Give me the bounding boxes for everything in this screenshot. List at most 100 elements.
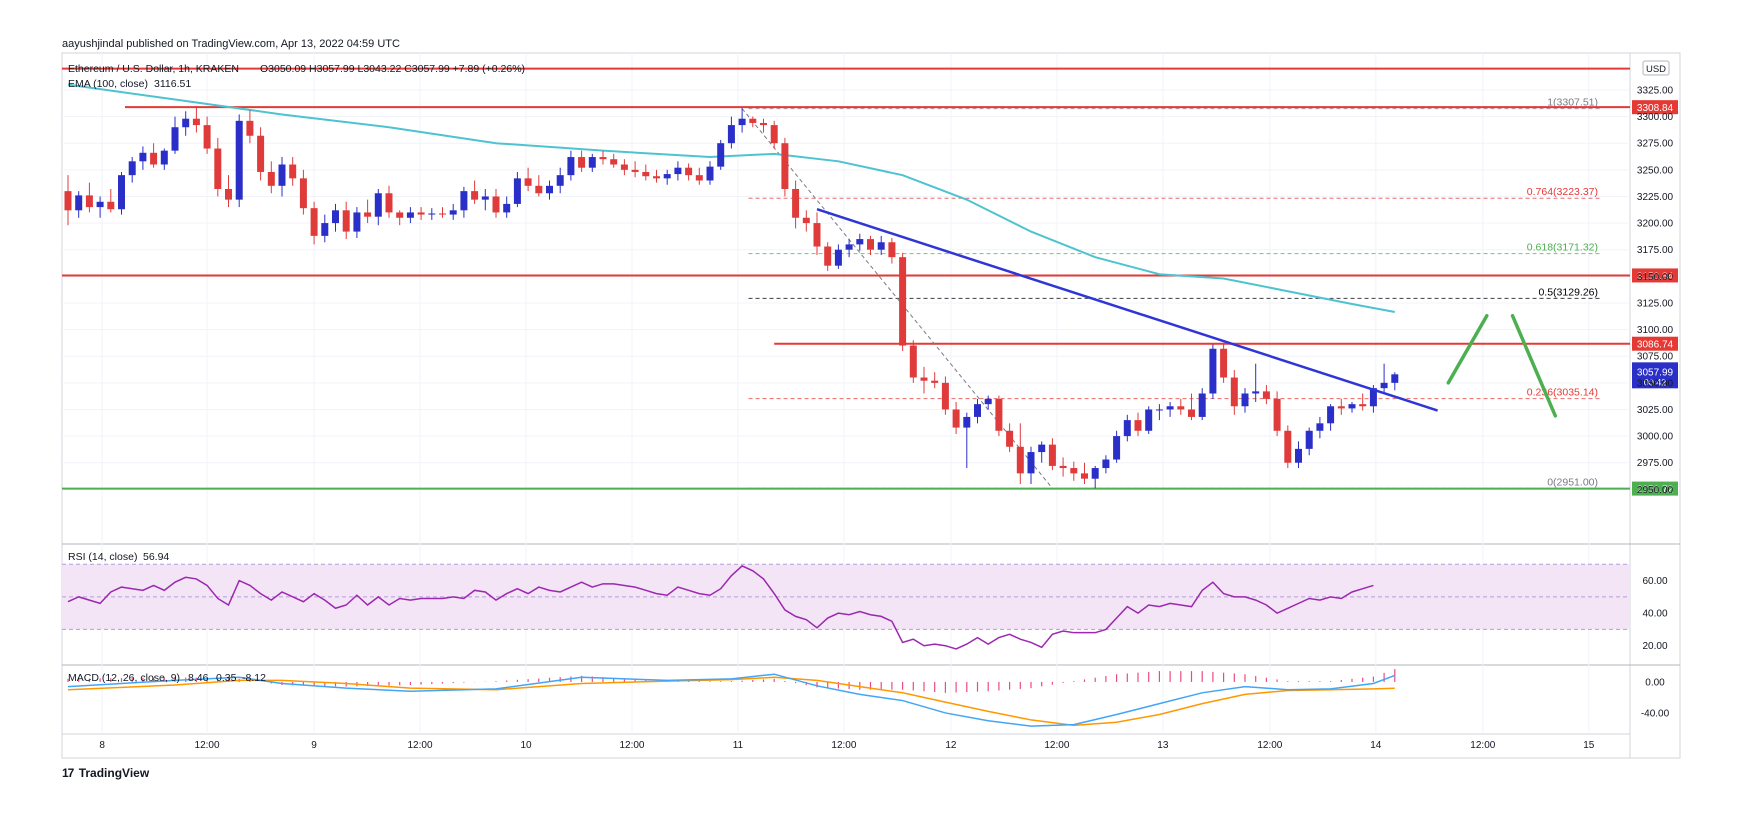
time-tick-label: 12:00 — [1044, 740, 1069, 751]
tradingview-logo[interactable]: 17 TradingView — [62, 766, 149, 780]
candle-body — [674, 167, 682, 175]
candle-body — [685, 167, 693, 176]
candle-body — [182, 118, 190, 128]
candle-body — [738, 118, 746, 126]
legend-ema-value: 3116.51 — [154, 78, 191, 90]
candle-body — [610, 159, 618, 165]
candle-body — [1155, 409, 1163, 411]
price-tick-label: 3300.00 — [1637, 112, 1674, 123]
candle-body — [428, 213, 436, 215]
candles — [64, 105, 1399, 489]
fib-anchor-line — [741, 108, 1053, 489]
candle-body — [1305, 430, 1313, 449]
macd-signal-line — [67, 676, 1395, 727]
candle-body — [941, 382, 949, 410]
time-tick-label: 12 — [945, 740, 957, 751]
price-tick-label: 3175.00 — [1637, 245, 1674, 256]
currency-badge-bg[interactable] — [1642, 60, 1670, 76]
price-axis[interactable]: 3325.00 3300.00 3275.00 3250.00 3225.00 3200.… — [1637, 85, 1674, 719]
candle-body — [867, 239, 874, 250]
legend-ema-label: EMA (100, close) — [68, 78, 148, 90]
candle-body — [1166, 406, 1174, 410]
last-price-countdown: 00:42 — [1644, 377, 1667, 387]
candle-body — [1048, 444, 1056, 466]
candle-body — [64, 191, 72, 211]
candle-body — [471, 191, 479, 200]
candle-body — [1038, 444, 1046, 453]
last-price-value: 3057.99 — [1637, 367, 1674, 378]
candle-body — [96, 201, 104, 208]
macd-pane — [67, 669, 1396, 727]
time-tick-label: 14 — [1370, 740, 1382, 751]
fib-level-label: 0(2951.00) — [1547, 476, 1598, 488]
candle-body — [75, 195, 83, 211]
candle-body — [139, 152, 147, 162]
candle-body — [1252, 391, 1260, 394]
candle-body — [631, 169, 639, 172]
candle-body — [353, 212, 361, 232]
price-tick-label: 3200.00 — [1637, 219, 1674, 230]
trendline[interactable] — [816, 208, 1438, 412]
fib-level-label: 0.764(3223.37) — [1527, 186, 1598, 198]
time-axis[interactable]: 8 12:00 9 12:00 10 12:00 11 12:00 12 12:00 13 12:00… — [99, 740, 1594, 751]
candle-body — [513, 178, 521, 204]
candle-body — [374, 193, 382, 217]
candle-body — [856, 239, 864, 245]
tv-logo-icon: 17 — [62, 766, 74, 780]
currency-badge[interactable]: USD — [1646, 64, 1666, 75]
price-tick-label: 3225.00 — [1637, 192, 1674, 203]
candle-body — [1316, 423, 1324, 431]
candle-body — [1241, 393, 1249, 407]
legend-rsi-label: RSI (14, close) — [68, 551, 137, 563]
candle-body — [781, 143, 789, 190]
macd-tick-label: 0.00 — [1645, 677, 1665, 688]
price-tick-label: 3075.00 — [1637, 352, 1674, 363]
candle-body — [760, 122, 767, 126]
candle-body — [1027, 452, 1035, 474]
macd-tick-label: -40.00 — [1641, 708, 1670, 719]
candle-body — [192, 118, 200, 126]
candle-body — [299, 178, 307, 209]
candle-body — [727, 125, 735, 144]
candle-body — [1262, 391, 1270, 399]
candle-body — [128, 161, 136, 176]
price-tick-label: 3100.00 — [1637, 325, 1674, 336]
candle-body — [396, 212, 404, 218]
candle-body — [899, 257, 907, 346]
ema-line — [67, 83, 1395, 313]
tradingview-logo-text: TradingView — [78, 766, 150, 780]
candle-body — [813, 223, 821, 247]
level-price-tag — [1632, 268, 1678, 283]
candle-body — [1327, 406, 1335, 424]
candle-body — [160, 150, 168, 165]
candle-body — [235, 120, 243, 200]
price-tick-label: 3275.00 — [1637, 139, 1674, 150]
rsi-pane — [62, 563, 1630, 650]
candle-body — [1059, 465, 1067, 469]
price-tick-label: 2950.00 — [1637, 485, 1674, 496]
level-price-label: 2950.72 — [1637, 485, 1674, 496]
legend-rsi-value: 56.94 — [143, 551, 169, 563]
candle-body — [717, 143, 725, 167]
candle-body — [449, 210, 457, 215]
candle-body — [171, 127, 179, 151]
rsi-tick-label: 60.00 — [1642, 576, 1667, 587]
candle-body — [792, 189, 800, 218]
ema-100-line — [67, 83, 1395, 313]
candle-body — [492, 196, 500, 213]
projection-arrows[interactable] — [1446, 313, 1558, 418]
chart-frame — [61, 52, 1681, 759]
candle-body — [802, 217, 810, 224]
level-price-tag — [1632, 481, 1678, 496]
candle-body — [963, 416, 971, 428]
candle-body — [578, 157, 586, 168]
level-price-label: 3150.84 — [1637, 271, 1674, 282]
legend-macd-value-hist: -8.12 — [242, 672, 266, 684]
time-tick-label: 12:00 — [831, 740, 856, 751]
fib-level-label: 0.236(3035.14) — [1527, 387, 1598, 399]
legend-symbol: Ethereum / U.S. Dollar, 1h, KRAKEN — [68, 63, 239, 75]
candle-body — [920, 377, 928, 381]
candle-body — [1188, 409, 1195, 417]
candle-body — [246, 120, 254, 136]
